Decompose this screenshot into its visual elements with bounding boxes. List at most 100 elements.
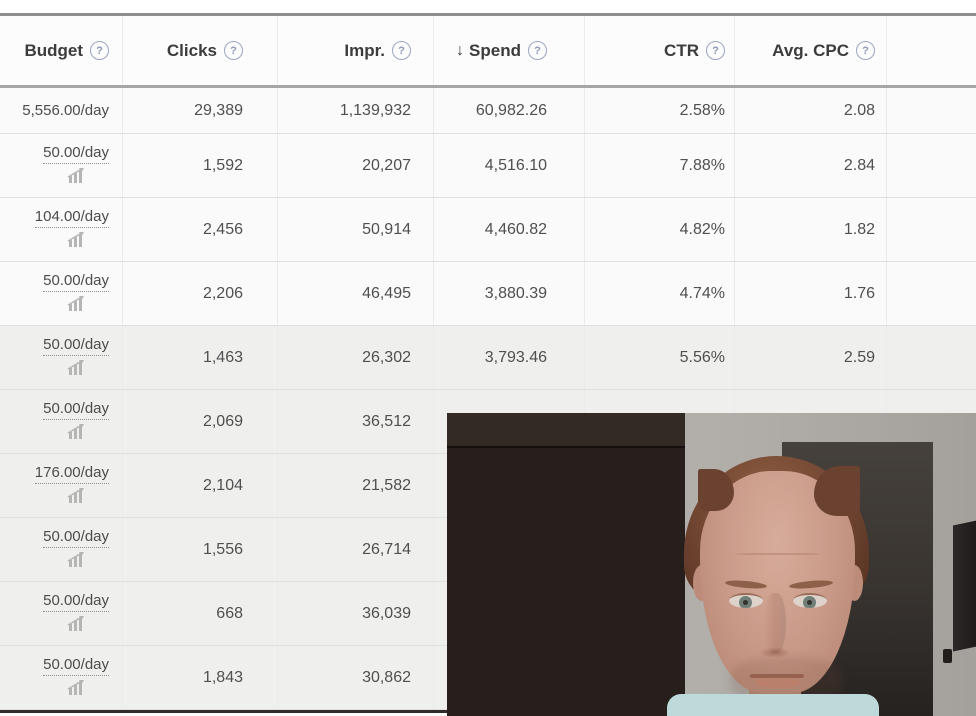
table-row: 5,556.00/day 29,389 1,139,932 60,982.26 2.58… (0, 88, 976, 134)
budget-wrap: 50.00/day (43, 143, 109, 188)
trend-chart-icon[interactable] (66, 551, 87, 572)
trend-chart-icon[interactable] (66, 615, 87, 636)
impressions-value: 26,714 (362, 540, 411, 558)
help-icon[interactable]: ? (90, 41, 109, 60)
presenter-nose-base (759, 647, 791, 658)
impressions-cell: 36,039 (278, 582, 434, 645)
blank-cell (887, 134, 976, 197)
blank-cell (887, 88, 976, 133)
budget-value[interactable]: 176.00/day (34, 463, 109, 484)
budget-cell: 50.00/day (0, 390, 123, 453)
clicks-value: 29,389 (194, 101, 243, 119)
budget-cell: 50.00/day (0, 646, 123, 709)
clicks-cell: 2,206 (123, 262, 278, 325)
column-header-spend[interactable]: ↓ Spend? (434, 16, 585, 85)
avg_cpc-cell: 1.76 (735, 262, 887, 325)
help-icon[interactable]: ? (856, 41, 875, 60)
trend-chart-icon[interactable] (66, 487, 87, 508)
column-header-budget[interactable]: Budget? (0, 16, 123, 85)
budget-value[interactable]: 104.00/day (34, 207, 109, 228)
impressions-value: 20,207 (362, 156, 411, 174)
blank-cell (887, 198, 976, 261)
spend-cell: 4,516.10 (434, 134, 585, 197)
iris (739, 596, 752, 608)
budget-cell: 50.00/day (0, 582, 123, 645)
spend-value: 4,460.82 (484, 220, 547, 238)
spend-value: 60,982.26 (475, 101, 547, 119)
impressions-value: 36,512 (362, 412, 411, 430)
pupil (743, 600, 748, 605)
impressions-value: 30,862 (362, 668, 411, 686)
presenter-nose (764, 593, 786, 653)
budget-value[interactable]: 50.00/day (43, 399, 109, 420)
impressions-cell: 20,207 (278, 134, 434, 197)
budget-value[interactable]: 50.00/day (43, 527, 109, 548)
column-header-clicks[interactable]: Clicks? (123, 16, 278, 85)
column-header-ctr[interactable]: CTR? (585, 16, 735, 85)
presenter (662, 453, 882, 716)
impressions-value: 50,914 (362, 220, 411, 238)
budget-value[interactable]: 50.00/day (43, 655, 109, 676)
help-icon[interactable]: ? (392, 41, 411, 60)
ctr-value: 4.74% (679, 284, 725, 302)
trend-chart-icon[interactable] (66, 295, 87, 316)
avg_cpc-value: 2.59 (843, 348, 875, 366)
clicks-value: 1,592 (202, 156, 243, 174)
column-header-avg-cpc[interactable]: Avg. CPC? (735, 16, 887, 85)
clicks-cell: 1,592 (123, 134, 278, 197)
spend-value: 4,516.10 (484, 156, 547, 174)
webcam-overlay (447, 413, 976, 716)
trend-chart-icon[interactable] (66, 359, 87, 380)
clicks-cell: 1,463 (123, 326, 278, 389)
trend-chart-icon[interactable] (66, 167, 87, 188)
avg_cpc-value: 2.08 (843, 101, 875, 119)
table-row: 50.00/day 2,206 46,495 3,880.39 4.74% 1.76 (0, 262, 976, 326)
spend-cell: 3,793.46 (434, 326, 585, 389)
clicks-value: 668 (216, 604, 243, 622)
presenter-shirt (667, 694, 879, 716)
impressions-cell: 50,914 (278, 198, 434, 261)
impressions-cell: 26,302 (278, 326, 434, 389)
budget-value[interactable]: 50.00/day (43, 143, 109, 164)
trend-chart-icon[interactable] (66, 423, 87, 444)
budget-wrap: 50.00/day (43, 271, 109, 316)
clicks-value: 2,104 (202, 476, 243, 494)
budget-value[interactable]: 50.00/day (43, 335, 109, 356)
budget-wrap: 176.00/day (34, 463, 109, 508)
clicks-value: 1,843 (202, 668, 243, 686)
column-header-label: Budget (24, 40, 83, 60)
presenter-hair-temple-left (698, 469, 734, 511)
presenter-lower-lip (755, 679, 799, 688)
budget-value[interactable]: 50.00/day (43, 271, 109, 292)
impressions-value: 26,302 (362, 348, 411, 366)
trend-chart-icon[interactable] (66, 679, 87, 700)
clicks-cell: 2,104 (123, 454, 278, 517)
blank-cell (887, 262, 976, 325)
budget-wrap: 50.00/day (43, 527, 109, 572)
help-icon[interactable]: ? (706, 41, 725, 60)
presenter-eye-right (793, 593, 827, 608)
budget-cell: 50.00/day (0, 134, 123, 197)
avg_cpc-value: 2.84 (843, 156, 875, 174)
help-icon[interactable]: ? (224, 41, 243, 60)
budget-value[interactable]: 50.00/day (43, 591, 109, 612)
spend-value: 3,880.39 (484, 284, 547, 302)
budget-cell: 176.00/day (0, 454, 123, 517)
impressions-value: 46,495 (362, 284, 411, 302)
column-header-label: Spend (469, 40, 521, 60)
trend-chart-icon[interactable] (66, 231, 87, 252)
ctr-value: 5.56% (679, 348, 725, 366)
door-hinge (943, 649, 952, 663)
avg_cpc-value: 1.82 (843, 220, 875, 238)
impressions-cell: 21,582 (278, 454, 434, 517)
clicks-cell: 29,389 (123, 88, 278, 133)
column-header-impr-[interactable]: Impr.? (278, 16, 434, 85)
impressions-cell: 46,495 (278, 262, 434, 325)
presenter-mouth (750, 674, 804, 678)
avg_cpc-cell: 2.84 (735, 134, 887, 197)
ctr-cell: 5.56% (585, 326, 735, 389)
spend-cell: 4,460.82 (434, 198, 585, 261)
help-icon[interactable]: ? (528, 41, 547, 60)
pupil (807, 600, 812, 605)
